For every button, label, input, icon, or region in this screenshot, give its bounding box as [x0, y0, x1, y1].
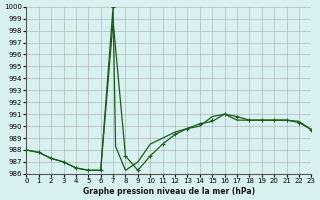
X-axis label: Graphe pression niveau de la mer (hPa): Graphe pression niveau de la mer (hPa): [83, 187, 255, 196]
